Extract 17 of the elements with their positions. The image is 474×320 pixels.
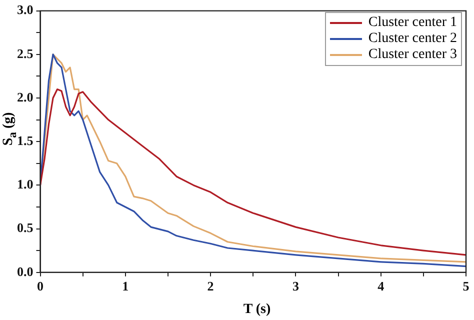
x-axis-title: T (s) [242, 302, 272, 318]
x-tick-label: 3 [292, 278, 300, 294]
legend-label: Cluster center 2 [368, 31, 457, 47]
y-tick-label: 1.5 [17, 132, 34, 148]
x-tick-label: 0 [37, 278, 44, 294]
x-tick-label: 1 [122, 278, 129, 294]
x-tick-label: 5 [462, 278, 470, 294]
y-tick-label: 3.0 [17, 2, 34, 18]
x-tick-label: 4 [378, 278, 385, 294]
y-tick-label: 1.0 [17, 176, 34, 192]
legend-label: Cluster center 1 [368, 15, 457, 31]
y-tick-label: 0.5 [17, 220, 34, 236]
x-tick-label: 2 [207, 278, 214, 294]
y-tick-label: 0.0 [17, 264, 34, 279]
legend-label: Cluster center 3 [368, 47, 457, 63]
y-tick-label: 2.5 [17, 46, 34, 61]
y-tick-label: 2.0 [17, 89, 34, 104]
